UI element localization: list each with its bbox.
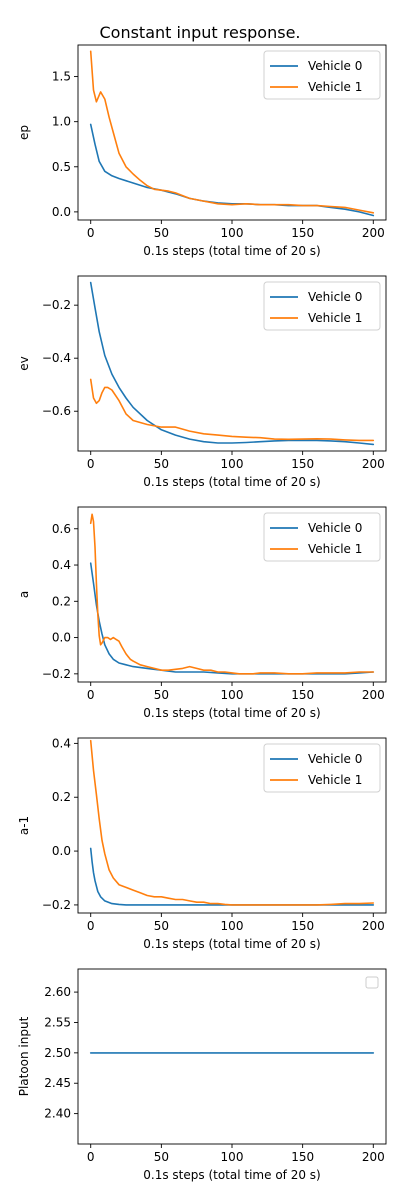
- legend-label: Vehicle 1: [308, 773, 362, 787]
- x-tick-label: 50: [154, 226, 169, 240]
- series-line-vehicle-0: [89, 123, 375, 217]
- legend: Vehicle 0 Vehicle 1: [263, 281, 381, 331]
- x-tick-label: 100: [221, 919, 244, 933]
- x-tick-label: 50: [154, 919, 169, 933]
- series-line-vehicle-1: [89, 739, 375, 906]
- y-tick-label: −0.6: [42, 404, 71, 418]
- x-tick-label: 50: [154, 1150, 169, 1164]
- y-tick-label: 0.0: [52, 631, 71, 645]
- series-group: [89, 513, 375, 675]
- x-tick-label: 100: [221, 457, 244, 471]
- y-tick-label: 2.45: [44, 1076, 71, 1090]
- legend-label: Vehicle 1: [308, 311, 362, 325]
- x-tick-label: 200: [362, 1150, 385, 1164]
- x-tick-label: 150: [291, 1150, 314, 1164]
- x-tick-label: 150: [291, 688, 314, 702]
- x-axis-label: 0.1s steps (total time of 20 s): [143, 244, 320, 258]
- x-axis-label: 0.1s steps (total time of 20 s): [143, 475, 320, 489]
- y-tick-label: 0.0: [52, 844, 71, 858]
- x-tick-label: 0: [87, 1150, 95, 1164]
- y-tick-label: −0.2: [42, 898, 71, 912]
- subplot-1: 0 50 100 150 200 0.0 0.5 1.0 1.5 0.1s steps (tota…: [17, 44, 387, 258]
- y-tick-label: 0.2: [52, 594, 71, 608]
- x-tick-label: 0: [87, 919, 95, 933]
- y-axis-label: a: [17, 591, 31, 598]
- series-line-vehicle-1: [89, 378, 375, 442]
- y-tick-label: 2.50: [44, 1046, 71, 1060]
- x-tick-label: 50: [154, 457, 169, 471]
- x-tick-label: 50: [154, 688, 169, 702]
- y-axis-label: ev: [17, 356, 31, 370]
- y-tick-label: 0.4: [52, 736, 71, 750]
- y-tick-label: 0.2: [52, 790, 71, 804]
- y-tick-label: −0.4: [42, 351, 71, 365]
- y-tick-label: 0.5: [52, 160, 71, 174]
- x-tick-label: 200: [362, 919, 385, 933]
- legend: Vehicle 0 Vehicle 1: [263, 50, 381, 100]
- series-group: [89, 739, 375, 906]
- subplot-3: 0 50 100 150 200 −0.2 0.0 0.2 0.4 0.6 0.1s steps (…: [17, 506, 387, 720]
- y-tick-label: 1.0: [52, 115, 71, 129]
- y-tick-label: −0.2: [42, 667, 71, 681]
- x-axis-label: 0.1s steps (total time of 20 s): [143, 706, 320, 720]
- legend-label: Vehicle 0: [308, 290, 362, 304]
- y-tick-label: 0.4: [52, 558, 71, 572]
- subplot-5: 0 50 100 150 200 2.40 2.45 2.50 2.55 2.60 0.1s ste…: [17, 968, 387, 1182]
- legend-label: Vehicle 1: [308, 80, 362, 94]
- y-tick-label: 2.55: [44, 1015, 71, 1029]
- series-line-vehicle-1: [89, 513, 375, 675]
- x-tick-label: 100: [221, 1150, 244, 1164]
- x-tick-label: 150: [291, 226, 314, 240]
- y-axis-label: ep: [17, 125, 31, 140]
- y-tick-label: 0.6: [52, 522, 71, 536]
- subplot-4: 0 50 100 150 200 −0.2 0.0 0.2 0.4 0.1s steps (tot…: [17, 736, 387, 951]
- series-group: [89, 281, 375, 446]
- x-tick-label: 0: [87, 226, 95, 240]
- x-tick-label: 200: [362, 688, 385, 702]
- figure-title: Constant input response.: [99, 23, 300, 42]
- x-axis-label: 0.1s steps (total time of 20 s): [143, 1168, 320, 1182]
- y-tick-label: 2.60: [44, 985, 71, 999]
- y-axis-label: a-1: [17, 816, 31, 835]
- x-tick-label: 200: [362, 226, 385, 240]
- legend-label: Vehicle 0: [308, 59, 362, 73]
- series-line-vehicle-0: [89, 281, 375, 446]
- subplot-2: 0 50 100 150 200 −0.6 −0.4 −0.2 0.1s steps (tota…: [17, 275, 387, 489]
- y-tick-label: 2.40: [44, 1107, 71, 1121]
- x-tick-label: 200: [362, 457, 385, 471]
- legend: Vehicle 0 Vehicle 1: [263, 743, 381, 793]
- y-tick-label: 1.5: [52, 70, 71, 84]
- x-tick-label: 0: [87, 688, 95, 702]
- legend-label: Vehicle 1: [308, 542, 362, 556]
- legend-label: Vehicle 0: [308, 752, 362, 766]
- series-line-vehicle-1: [89, 50, 375, 214]
- legend-label: Vehicle 0: [308, 521, 362, 535]
- legend-box: [365, 976, 379, 989]
- series-line-vehicle-0: [89, 847, 375, 906]
- x-tick-label: 100: [221, 226, 244, 240]
- x-axis-label: 0.1s steps (total time of 20 s): [143, 937, 320, 951]
- axes-frame: [77, 968, 387, 1145]
- y-tick-label: 0.0: [52, 205, 71, 219]
- series-line-vehicle-0: [89, 562, 375, 675]
- legend: Vehicle 0 Vehicle 1: [263, 512, 381, 562]
- x-tick-label: 150: [291, 919, 314, 933]
- x-tick-label: 100: [221, 688, 244, 702]
- x-tick-label: 150: [291, 457, 314, 471]
- x-tick-label: 0: [87, 457, 95, 471]
- series-group: [89, 50, 375, 217]
- y-axis-label: Platoon input: [17, 1016, 31, 1096]
- y-tick-label: −0.2: [42, 298, 71, 312]
